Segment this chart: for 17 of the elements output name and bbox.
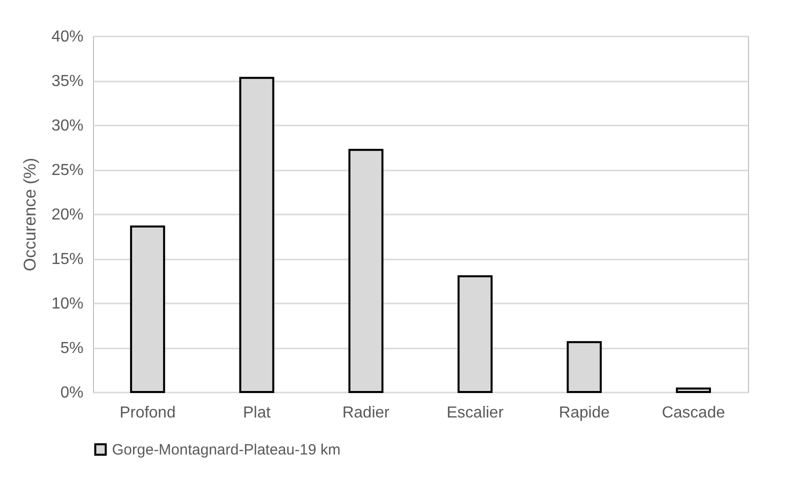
y-tick-label: 35% <box>51 73 84 90</box>
legend-label: Gorge-Montagnard-Plateau-19 km <box>112 442 340 458</box>
x-tick-label: Plat <box>242 404 272 422</box>
x-tick-label: Cascade <box>662 404 726 422</box>
x-tick-label: Profond <box>120 404 176 422</box>
y-tick-label: 30% <box>51 118 84 134</box>
y-axis-title: Occurence (%) <box>20 158 40 272</box>
y-tick-label: 10% <box>51 296 84 312</box>
y-tick-label: 20% <box>51 206 84 224</box>
y-tick-label: 5% <box>60 340 84 357</box>
y-tick-label: 25% <box>51 162 84 179</box>
x-tick-label: Rapide <box>558 404 610 422</box>
y-tick-label: 15% <box>51 251 84 268</box>
y-tick-label: 40% <box>51 28 84 46</box>
x-tick-label: Escalier <box>446 404 504 422</box>
y-tick-label: 0% <box>60 384 84 402</box>
x-tick-label: Radier <box>342 404 390 422</box>
